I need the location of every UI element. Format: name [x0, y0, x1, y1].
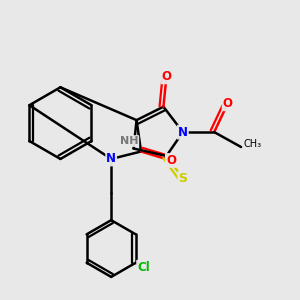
- Text: N: N: [106, 152, 116, 166]
- Text: O: O: [223, 97, 232, 110]
- Text: NH: NH: [120, 136, 138, 146]
- Text: Cl: Cl: [137, 261, 150, 274]
- Text: S: S: [178, 172, 187, 185]
- Text: O: O: [161, 70, 171, 83]
- Text: CH₃: CH₃: [244, 139, 262, 149]
- Text: N: N: [178, 126, 188, 139]
- Text: O: O: [166, 154, 176, 167]
